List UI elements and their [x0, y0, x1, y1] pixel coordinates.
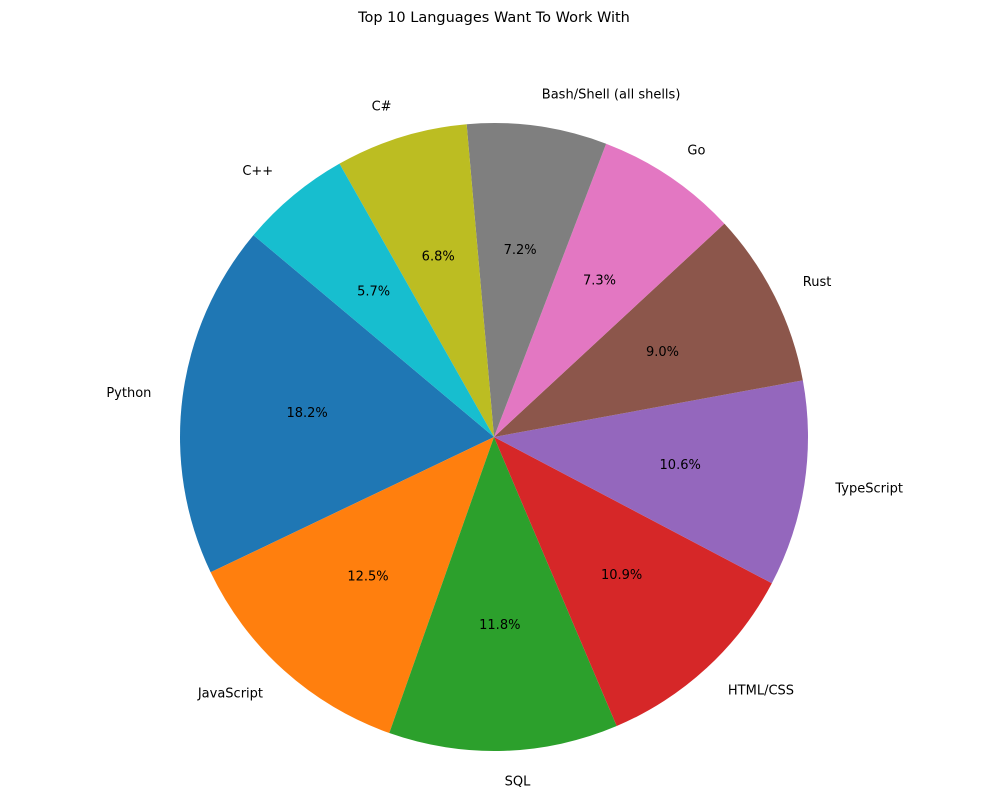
pie-slice-typescript: [494, 380, 808, 584]
pct-label-rust: 9.0%: [646, 345, 679, 360]
percentage-labels: 18.2% 12.5% 11.8% 10.9% 10.6% 9.0% 7.3% 7.2% 6.8…: [286, 243, 700, 633]
pct-label-javascript: 12.5%: [347, 570, 388, 585]
pct-label-go: 7.3%: [583, 273, 616, 288]
chart-title: Top 10 Languages Want To Work With: [357, 10, 630, 26]
pie-slices: [180, 122, 808, 752]
pct-label-bash-shell-all-shells: 7.2%: [504, 243, 537, 258]
slice-label-sql: SQL: [505, 775, 531, 790]
pct-label-sql: 11.8%: [479, 618, 520, 633]
slice-label-c: C#: [372, 100, 392, 115]
slice-label-html-css: HTML/CSS: [728, 684, 794, 699]
pct-label-html-css: 10.9%: [601, 568, 642, 583]
pie-slice-go: [494, 143, 725, 437]
slice-labels: Python JavaScript SQL HTML/CSS TypeScript Rus…: [106, 87, 903, 789]
pct-label-typescript: 10.6%: [660, 458, 701, 473]
slice-label-go: Go: [687, 143, 705, 158]
slice-label-bash-shell-all-shells: Bash/Shell (all shells): [542, 87, 681, 102]
pie-slice-sql: [389, 437, 617, 752]
slice-label-python: Python: [106, 386, 151, 401]
slice-label-typescript: TypeScript: [834, 482, 903, 497]
pct-label-python: 18.2%: [286, 406, 327, 421]
pie-slice-python: [180, 235, 494, 573]
pct-label-c: 6.8%: [422, 250, 455, 265]
pie-slice-bash-shell-all-shells: [466, 122, 607, 437]
pie-slice-html-css: [494, 437, 772, 727]
pie-slice-c: [253, 163, 494, 437]
slice-label-rust: Rust: [803, 275, 832, 290]
slice-label-javascript: JavaScript: [197, 686, 263, 701]
slice-label-c: C++: [242, 164, 273, 179]
pct-label-c: 5.7%: [357, 285, 390, 300]
pie-slice-javascript: [210, 437, 494, 734]
pie-slice-c: [339, 124, 494, 437]
pie-slice-rust: [494, 223, 803, 437]
